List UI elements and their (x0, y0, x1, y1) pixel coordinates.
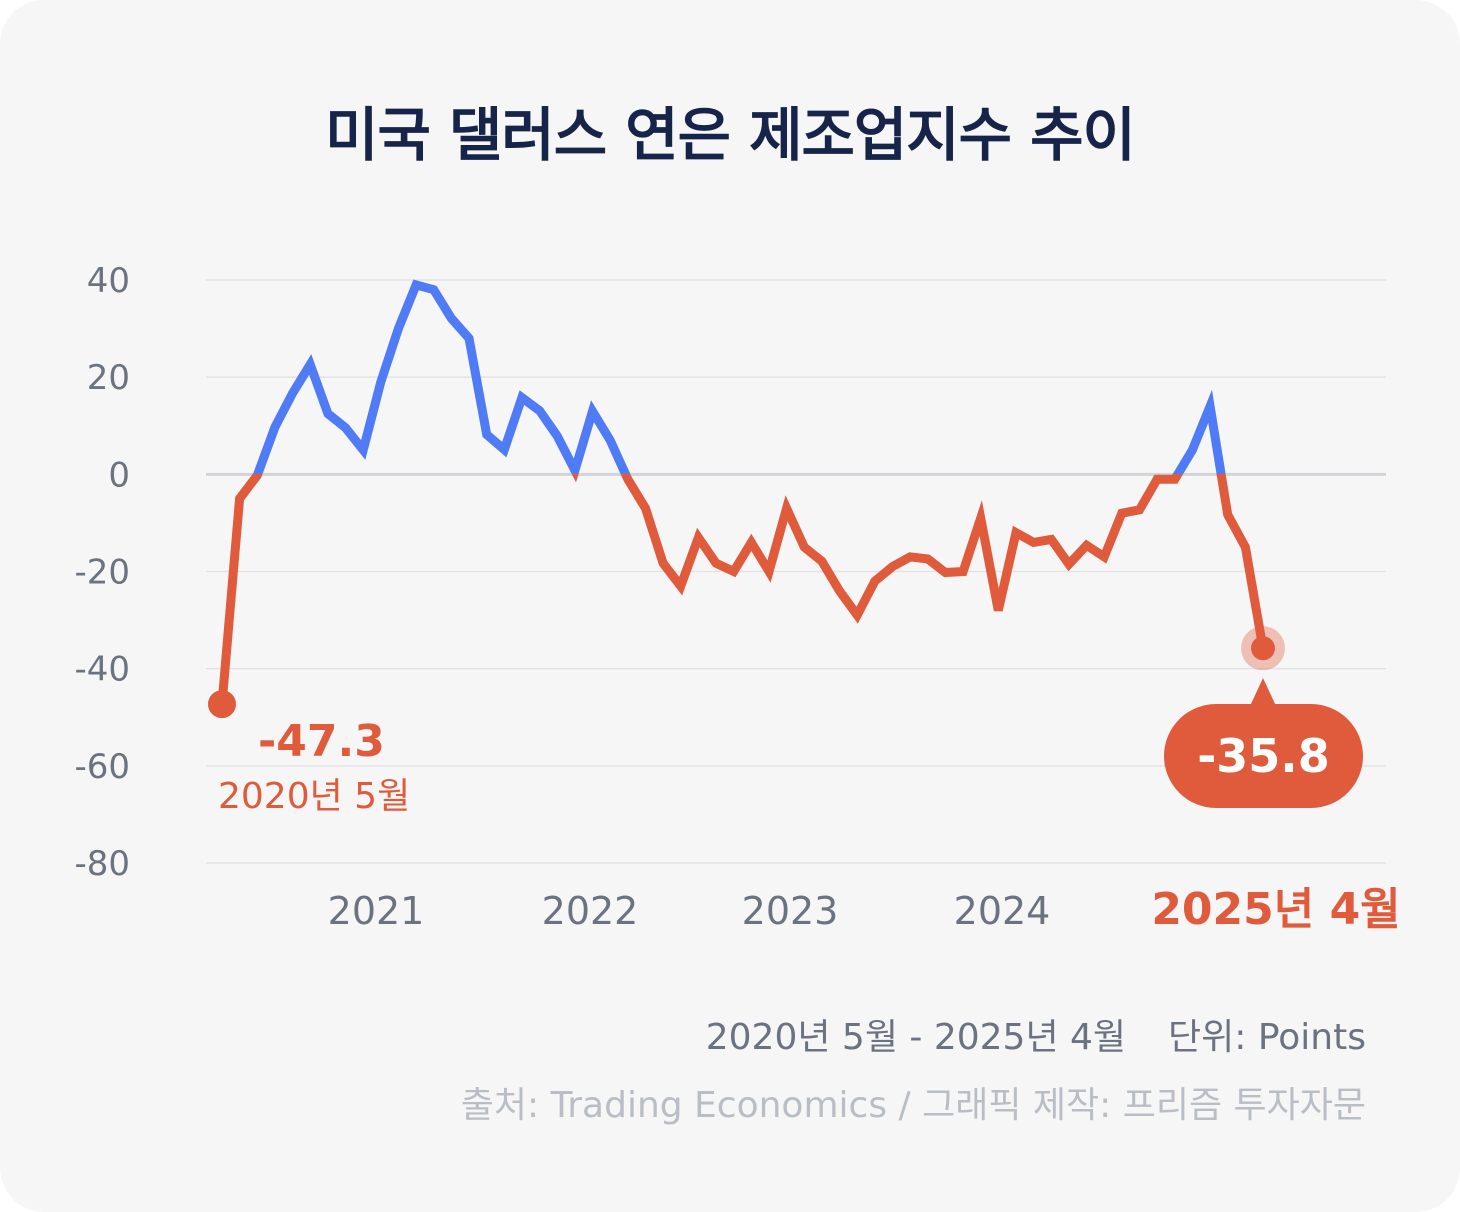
x-tick-label: 2023 (742, 889, 839, 933)
end-callout-pointer (1250, 678, 1276, 706)
y-tick-label: 40 (87, 261, 130, 301)
x-tick-label: 2024 (954, 889, 1051, 933)
unit-label: 단위: Points (1168, 1017, 1366, 1058)
chart-meta: 2020년 5월 - 2025년 4월 단위: Points (706, 1008, 1366, 1060)
end-value-label: -35.8 (1197, 729, 1330, 783)
y-tick-label: 20 (87, 358, 130, 398)
period-label: 2020년 5월 - 2025년 4월 (705, 1017, 1127, 1058)
end-point-marker (1251, 636, 1275, 661)
series-line-positive (252, 279, 1226, 474)
x-tick-label: 2021 (328, 889, 425, 933)
x-tick-label: 2022 (542, 889, 639, 933)
y-tick-label: -40 (74, 650, 130, 690)
series-line-negative (217, 474, 1268, 709)
y-tick-label: -20 (74, 553, 130, 593)
end-callout-bubble (1164, 704, 1363, 808)
y-tick-label: 0 (108, 455, 130, 495)
chart-title: 미국 댈러스 연은 제조업지수 추이 (325, 101, 1136, 169)
start-value-label: -47.3 (258, 716, 385, 767)
source-note: 출처: Trading Economics / 그래픽 제작: 프리즘 투자자문 (460, 1085, 1366, 1126)
start-point-marker (208, 690, 236, 719)
y-tick-label: -60 (74, 747, 130, 787)
x-tick-label-current: 2025년 4월 (1151, 884, 1400, 935)
start-date-label: 2020년 5월 (218, 776, 410, 817)
y-tick-label: -80 (74, 844, 130, 884)
